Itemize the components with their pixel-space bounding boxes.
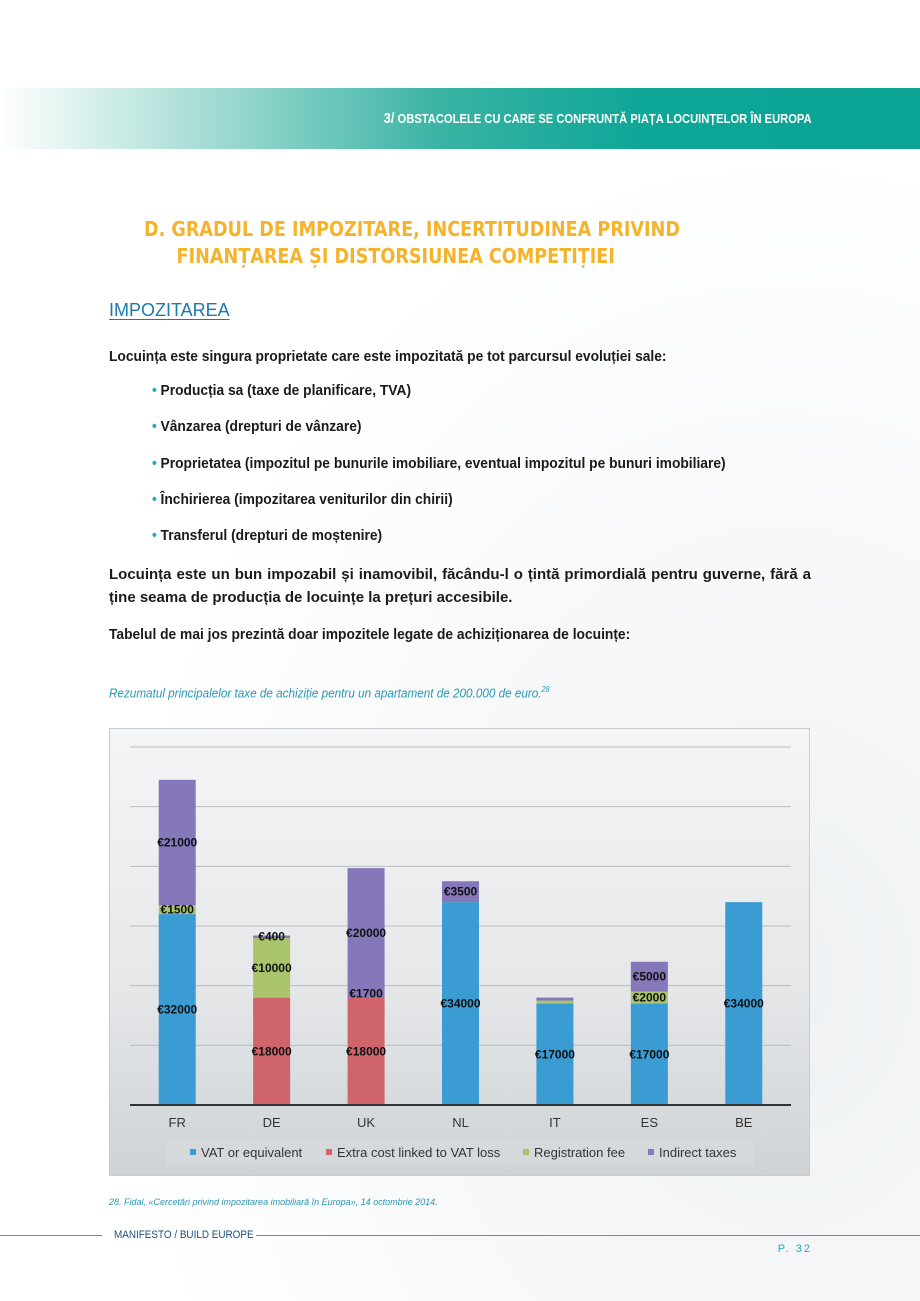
chart-x-tick-label: DE (263, 1115, 281, 1130)
list-item: • Închirierea (impozitarea veniturilor di… (152, 491, 453, 508)
chart-data-label: €34000 (724, 997, 764, 1011)
intro-paragraph: Locuința este singura proprietate care e… (109, 345, 811, 368)
chart-x-tick-label: BE (735, 1115, 753, 1130)
subsection-heading: IMPOZITAREA (109, 300, 230, 320)
chart-data-label: €18000 (346, 1044, 386, 1058)
chart-data-label: €1700 (349, 987, 383, 1001)
list-item-text: Vânzarea (drepturi de vânzare) (160, 418, 362, 435)
chart-data-label: €1500 (161, 903, 195, 917)
chart-data-label: €17000 (535, 1047, 575, 1061)
header-section-title: 3/ OBSTACOLELE CU CARE SE CONFRUNTĂ PIAȚ… (384, 110, 812, 127)
list-item-text: Proprietatea (impozitul pe bunurile imob… (160, 455, 726, 472)
footer-brand: MANIFESTO / BUILD EUROPE (114, 1229, 254, 1241)
chart-legend-label: Registration fee (534, 1145, 625, 1160)
chart-legend-label: VAT or equivalent (201, 1145, 303, 1160)
list-item-text: Închirierea (impozitarea veniturilor din… (160, 491, 453, 508)
header-section-label: OBSTACOLELE CU CARE SE CONFRUNTĂ PIAȚA L… (397, 111, 812, 126)
chart-data-label: €34000 (440, 997, 480, 1011)
chart-bar-segment (630, 1003, 668, 1105)
chart-bar-segment (442, 881, 479, 903)
body-paragraph-2: Locuința este un bun impozabil și inamov… (109, 563, 811, 609)
page-title: D. GRADUL DE IMPOZITARE, INCERTITUDINEA … (144, 216, 680, 270)
chart-container: FR DE UK NL IT ES BE €32000 €1500 €21000 €18000 €10… (109, 728, 810, 1176)
chart-bar-segment (536, 1003, 574, 1105)
chart-x-tick-label: NL (452, 1115, 469, 1130)
list-item: • Transferul (drepturi de moștenire) (152, 527, 382, 544)
page-title-line1: D. GRADUL DE IMPOZITARE, INCERTITUDINEA … (144, 217, 680, 241)
chart-x-tick-label: ES (641, 1115, 659, 1130)
list-item: • Proprietatea (impozitul pe bunurile imo… (152, 455, 726, 472)
chart-bar-segment (347, 868, 385, 998)
chart-data-label: €10000 (252, 961, 292, 975)
list-item-text: Producția sa (taxe de planificare, TVA) (160, 382, 412, 399)
page-number: P. 32 (777, 1243, 812, 1255)
chart-data-label: €21000 (157, 835, 197, 849)
chart-data-label: €400 (258, 930, 285, 944)
list-item-text: Transferul (drepturi de moștenire) (160, 527, 383, 544)
chart-data-label: €5000 (633, 970, 667, 984)
chart-x-tick-label: UK (357, 1115, 375, 1130)
chart-legend-swatch (648, 1149, 654, 1155)
chart-legend-swatch (326, 1149, 332, 1155)
chart-legend-swatch (190, 1149, 196, 1155)
page-title-line2: FINANȚAREA ȘI DISTORSIUNEA COMPETIȚIEI (176, 244, 615, 268)
chart-bar-segment (347, 997, 385, 1105)
header-section-number: 3/ (384, 110, 395, 127)
chart-data-label: €3500 (444, 885, 478, 899)
chart-bar-segment (725, 902, 763, 1105)
chart-caption-text: Rezumatul principalelor taxe de achiziți… (109, 685, 542, 701)
chart-bar-segment (630, 961, 668, 992)
chart-data-label: €2000 (633, 991, 667, 1005)
chart-data-label: €17000 (629, 1047, 669, 1061)
chart-bar-segment (253, 997, 291, 1105)
chart-x-tick-label: FR (169, 1115, 186, 1130)
chart-data-label: €20000 (346, 926, 386, 940)
chart-bar-segment (536, 997, 574, 1001)
chart-caption: Rezumatul principalelor taxe de achiziți… (109, 685, 550, 700)
chart-bar-segment (158, 905, 196, 915)
list-item: • Vânzarea (drepturi de vânzare) (152, 418, 361, 435)
bullet-icon: • (152, 382, 157, 399)
chart-bar-segment (158, 779, 196, 906)
footer-divider-right (256, 1235, 920, 1236)
header-band (0, 88, 920, 149)
chart-data-label: €32000 (157, 1003, 197, 1017)
footer-divider-left (0, 1235, 102, 1236)
chart-bar-segment (630, 991, 668, 1004)
body-paragraph-2-text: Locuința este un bun impozabil și inamov… (109, 566, 811, 606)
chart-bar-segment (253, 935, 291, 938)
intro-text: Locuința este singura proprietate care e… (109, 348, 667, 365)
chart-bar-segment (536, 1000, 574, 1004)
chart-bar-segment (253, 937, 291, 998)
list-item: • Producția sa (taxe de planificare, TVA) (152, 382, 411, 399)
chart-x-tick-label: IT (549, 1115, 561, 1130)
footnote: 28. Fidal, «Cercetări privind impozitare… (109, 1197, 438, 1207)
chart-data-label: €18000 (252, 1044, 292, 1058)
bullet-icon: • (152, 527, 157, 544)
body-paragraph-3-text: Tabelul de mai jos prezintă doar impozit… (109, 626, 631, 643)
chart-legend-label: Extra cost linked to VAT loss (337, 1145, 501, 1160)
chart-bar-segment (442, 902, 479, 1105)
chart-legend-swatch (523, 1149, 529, 1155)
chart-bar-segment (158, 914, 196, 1105)
bullet-icon: • (152, 455, 157, 472)
bullet-icon: • (152, 491, 157, 508)
body-paragraph-3: Tabelul de mai jos prezintă doar impozit… (109, 623, 811, 646)
chart-legend-label: Indirect taxes (659, 1145, 737, 1160)
chart-caption-footnote-ref: 28 (541, 685, 550, 694)
chart-legend-box (166, 1139, 754, 1165)
bullet-icon: • (152, 418, 157, 435)
stacked-bar-chart: FR DE UK NL IT ES BE €32000 €1500 €21000 €18000 €10… (130, 746, 791, 1165)
